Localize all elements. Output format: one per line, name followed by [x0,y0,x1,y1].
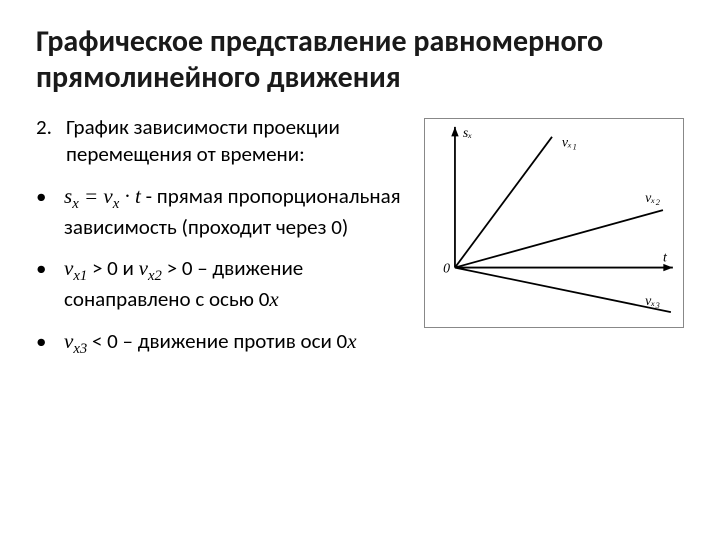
axis-x-1: x [269,287,278,311]
vx1-expr: vx1 [64,256,87,280]
chart-svg: 0 sₓ t vₓ₁ vₓ₂ vₓ₃ [425,119,683,327]
svg-text:sₓ: sₓ [463,125,472,140]
list-item-3: • vx1 > 0 и vx2 > 0 – движение сонаправл… [36,255,416,314]
axis-x-2: x [347,329,356,353]
list-item-2: • sx = vx · t - прямая пропорциональная … [36,183,416,242]
bullet-icon: • [36,183,64,242]
slide-title: Графическое представление равномерного п… [36,24,684,96]
list-text-4: vx3 < 0 – движение против оси 0x [64,328,416,359]
bullet-icon: • [36,328,64,359]
content-area: 2. График зависимости проекции перемещен… [36,114,684,373]
svg-text:t: t [663,250,668,265]
list-text-2: sx = vx · t - прямая пропорциональная за… [64,183,416,242]
list-text-3: vx1 > 0 и vx2 > 0 – движение сонаправлен… [64,255,416,314]
list-item-1: 2. График зависимости проекции перемещен… [36,114,416,169]
list-text-1: График зависимости проекции перемещения … [66,114,416,169]
svg-text:vₓ₁: vₓ₁ [562,135,577,150]
chart-column: 0 sₓ t vₓ₁ vₓ₂ vₓ₃ [424,114,684,373]
text-column: 2. График зависимости проекции перемещен… [36,114,416,373]
vx2-expr: vx2 [139,256,162,280]
item4-tail: < 0 – движение против оси 0 [87,328,347,354]
list-marker-1: 2. [36,114,66,169]
item3-mid: > 0 и [87,255,138,281]
svg-text:vₓ₃: vₓ₃ [645,293,660,308]
formula-sx: sx = vx · t [64,184,141,208]
svg-text:0: 0 [443,261,450,276]
bullet-icon: • [36,255,64,314]
list-item-4: • vx3 < 0 – движение против оси 0x [36,328,416,359]
svg-text:vₓ₂: vₓ₂ [645,190,660,205]
displacement-chart: 0 sₓ t vₓ₁ vₓ₂ vₓ₃ [424,118,684,328]
vx3-expr: vx3 [64,329,87,353]
